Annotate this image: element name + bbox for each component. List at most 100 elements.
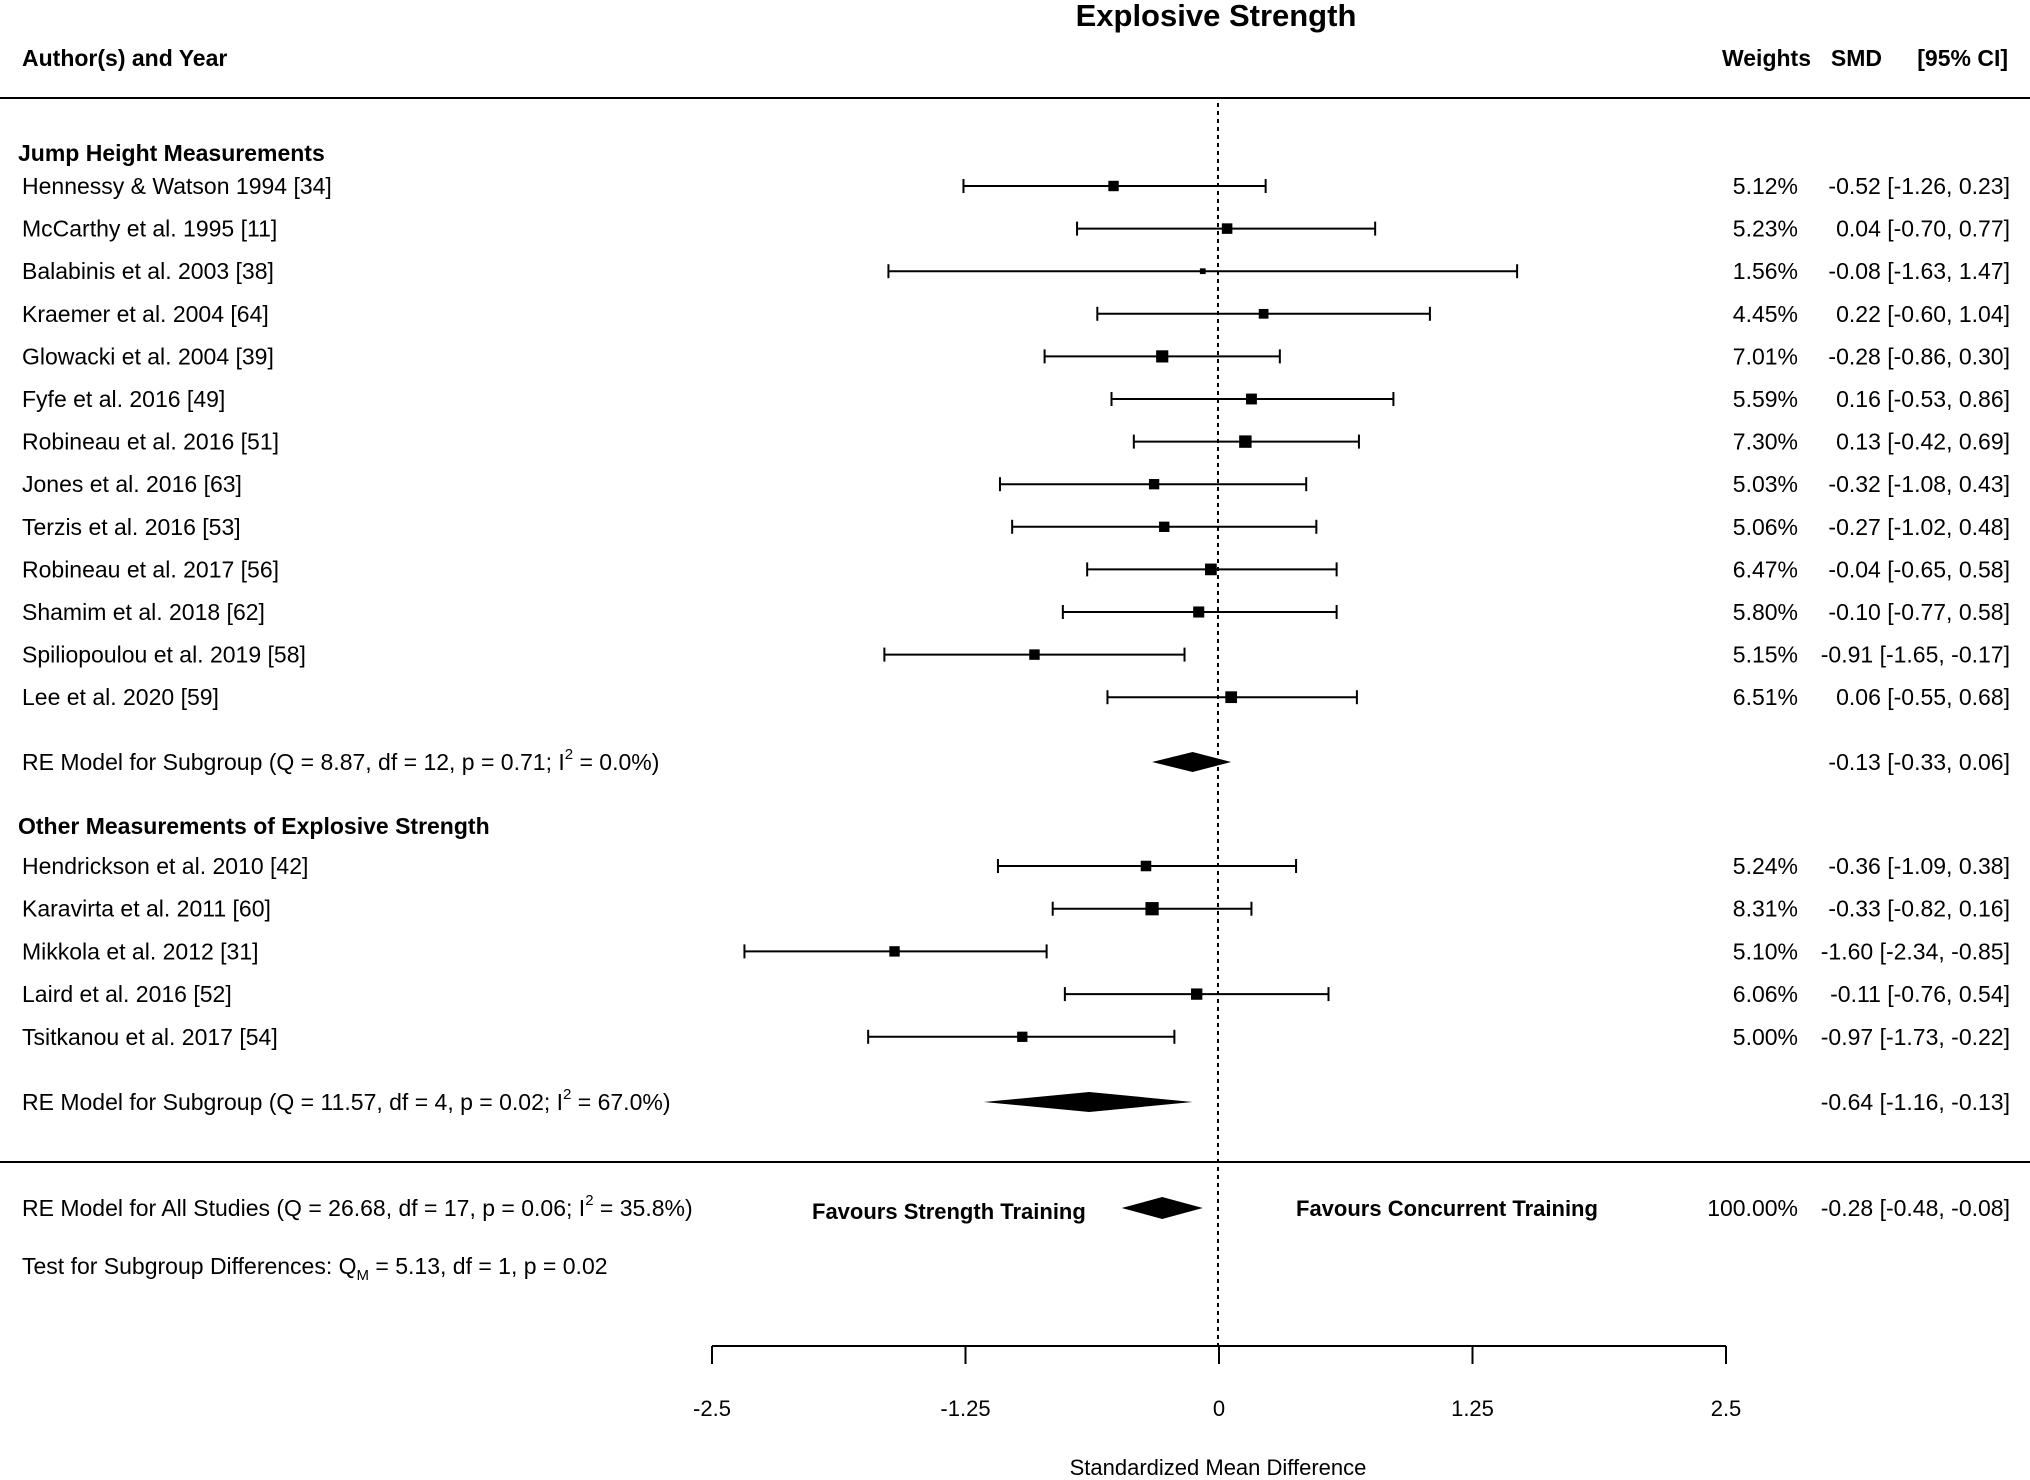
study-point	[1159, 521, 1170, 532]
study-smd-ci: -0.91 [-1.65, -0.17]	[1821, 642, 2010, 668]
smd-column-header: SMD	[1831, 45, 1882, 71]
study-label: Robineau et al. 2017 [56]	[22, 556, 279, 582]
study-weight: 7.01%	[1733, 343, 1798, 369]
study-point	[1205, 563, 1217, 576]
study-point	[1017, 1031, 1028, 1042]
study-label: Hendrickson et al. 2010 [42]	[22, 853, 308, 879]
x-axis-label: Standardized Mean Difference	[1070, 1455, 1367, 1480]
study-weight: 1.56%	[1733, 258, 1798, 284]
study-label: McCarthy et al. 1995 [11]	[22, 216, 277, 242]
study-weight: 5.03%	[1733, 471, 1798, 497]
ci-column-header: [95% CI]	[1917, 45, 2008, 71]
study-smd-ci: 0.04 [-0.70, 0.77]	[1836, 216, 2010, 242]
study-label: Robineau et al. 2016 [51]	[22, 429, 279, 455]
study-smd-ci: 0.13 [-0.42, 0.69]	[1836, 429, 2010, 455]
subgroup-model-diamond	[1152, 752, 1232, 772]
x-axis: -2.5 -1.25 0 1.25 2.5	[693, 1345, 1742, 1421]
study-label: Fyfe et al. 2016 [49]	[22, 386, 225, 412]
study-weight: 8.31%	[1733, 896, 1798, 922]
study-label: Laird et al. 2016 [52]	[22, 981, 232, 1007]
study-weight: 5.00%	[1733, 1024, 1798, 1050]
study-label: Mikkola et al. 2012 [31]	[22, 938, 259, 964]
study-label: Lee et al. 2020 [59]	[22, 684, 219, 710]
x-axis-tick-label: 1.25	[1451, 1396, 1494, 1421]
study-smd-ci: -0.28 [-0.86, 0.30]	[1828, 343, 2010, 369]
study-smd-ci: -0.52 [-1.26, 0.23]	[1828, 173, 2010, 199]
chart-title: Explosive Strength	[1076, 0, 1357, 33]
study-smd-ci: 0.16 [-0.53, 0.86]	[1836, 386, 2010, 412]
study-weight: 5.80%	[1733, 599, 1798, 625]
study-weight: 6.06%	[1733, 981, 1798, 1007]
study-point	[1221, 223, 1233, 234]
study-weight: 5.15%	[1733, 642, 1798, 668]
study-point	[1246, 393, 1257, 405]
study-weight: 6.47%	[1733, 556, 1798, 582]
study-label: Shamim et al. 2018 [62]	[22, 599, 265, 625]
study-point	[1239, 435, 1252, 448]
study-smd-ci: -0.36 [-1.09, 0.38]	[1828, 853, 2010, 879]
x-axis-tick-label: -2.5	[693, 1396, 731, 1421]
study-smd-ci: -0.97 [-1.73, -0.22]	[1821, 1024, 2010, 1050]
study-point	[1029, 649, 1040, 660]
x-axis-tick-label: -1.25	[940, 1396, 990, 1421]
study-weight: 4.45%	[1733, 301, 1798, 327]
subgroup-test-label: Test for Subgroup Differences: QM = 5.13…	[22, 1253, 608, 1284]
study-point	[1156, 350, 1169, 363]
subgroup-model-diamond	[983, 1092, 1193, 1112]
study-label: Karavirta et al. 2011 [60]	[22, 896, 271, 922]
study-column-header: Author(s) and Year	[22, 45, 227, 71]
study-point	[1258, 308, 1269, 319]
study-weight: 6.51%	[1733, 684, 1798, 710]
study-label: Terzis et al. 2016 [53]	[22, 514, 241, 540]
subgroup-model-label: RE Model for Subgroup (Q = 8.87, df = 12…	[22, 746, 659, 775]
study-smd-ci: -0.27 [-1.02, 0.48]	[1828, 514, 2010, 540]
study-smd-ci: -0.32 [-1.08, 0.43]	[1828, 471, 2010, 497]
study-weight: 5.23%	[1733, 216, 1798, 242]
study-point	[1148, 479, 1160, 490]
study-weight: 5.10%	[1733, 938, 1798, 964]
x-axis-tick-label: 2.5	[1711, 1396, 1742, 1421]
study-smd-ci: -0.04 [-0.65, 0.58]	[1828, 556, 2010, 582]
overall-weight: 100.00%	[1707, 1195, 1798, 1221]
study-label: Tsitkanou et al. 2017 [54]	[22, 1024, 278, 1050]
favours-concurrent-annotation: Favours Concurrent Training	[1296, 1196, 1598, 1221]
study-label: Balabinis et al. 2003 [38]	[22, 258, 274, 284]
study-label: Jones et al. 2016 [63]	[22, 471, 242, 497]
study-weight: 5.59%	[1733, 386, 1798, 412]
study-point	[1140, 860, 1152, 872]
study-smd-ci: -0.33 [-0.82, 0.16]	[1828, 896, 2010, 922]
weights-column-header: Weights	[1722, 45, 1811, 71]
study-point	[1199, 268, 1206, 275]
study-point	[1225, 691, 1238, 704]
study-smd-ci: -0.10 [-0.77, 0.58]	[1828, 599, 2010, 625]
study-weight: 7.30%	[1733, 429, 1798, 455]
study-weight: 5.12%	[1733, 173, 1798, 199]
forest-rows: Jump Height Measurements Hennessy & Watso…	[18, 140, 2010, 1284]
study-smd-ci: -1.60 [-2.34, -0.85]	[1821, 938, 2010, 964]
study-smd-ci: -0.11 [-0.76, 0.54]	[1830, 981, 2010, 1007]
subgroup-heading: Jump Height Measurements	[18, 140, 325, 166]
subgroup-model-smd-ci: -0.13 [-0.33, 0.06]	[1828, 749, 2010, 775]
study-label: Spiliopoulou et al. 2019 [58]	[22, 642, 306, 668]
study-point	[889, 946, 900, 957]
overall-model-diamond	[1121, 1197, 1203, 1219]
study-smd-ci: 0.22 [-0.60, 1.04]	[1836, 301, 2010, 327]
study-smd-ci: 0.06 [-0.55, 0.68]	[1836, 684, 2010, 710]
favours-strength-annotation: Favours Strength Training	[812, 1199, 1086, 1224]
study-weight: 5.24%	[1733, 853, 1798, 879]
study-label: Hennessy & Watson 1994 [34]	[22, 173, 332, 199]
overall-smd-ci: -0.28 [-0.48, -0.08]	[1821, 1195, 2010, 1221]
subgroup-model-label: RE Model for Subgroup (Q = 11.57, df = 4…	[22, 1086, 670, 1115]
x-axis-tick-label: 0	[1213, 1396, 1225, 1421]
subgroup-heading: Other Measurements of Explosive Strength	[18, 813, 490, 839]
overall-model-label: RE Model for All Studies (Q = 26.68, df …	[22, 1192, 693, 1221]
study-weight: 5.06%	[1733, 514, 1798, 540]
study-smd-ci: -0.08 [-1.63, 1.47]	[1828, 258, 2010, 284]
study-label: Glowacki et al. 2004 [39]	[22, 343, 274, 369]
study-point	[1145, 902, 1159, 916]
subgroup-model-smd-ci: -0.64 [-1.16, -0.13]	[1821, 1089, 2010, 1115]
study-point	[1191, 988, 1203, 1000]
study-point	[1193, 606, 1205, 618]
study-point	[1108, 180, 1119, 192]
